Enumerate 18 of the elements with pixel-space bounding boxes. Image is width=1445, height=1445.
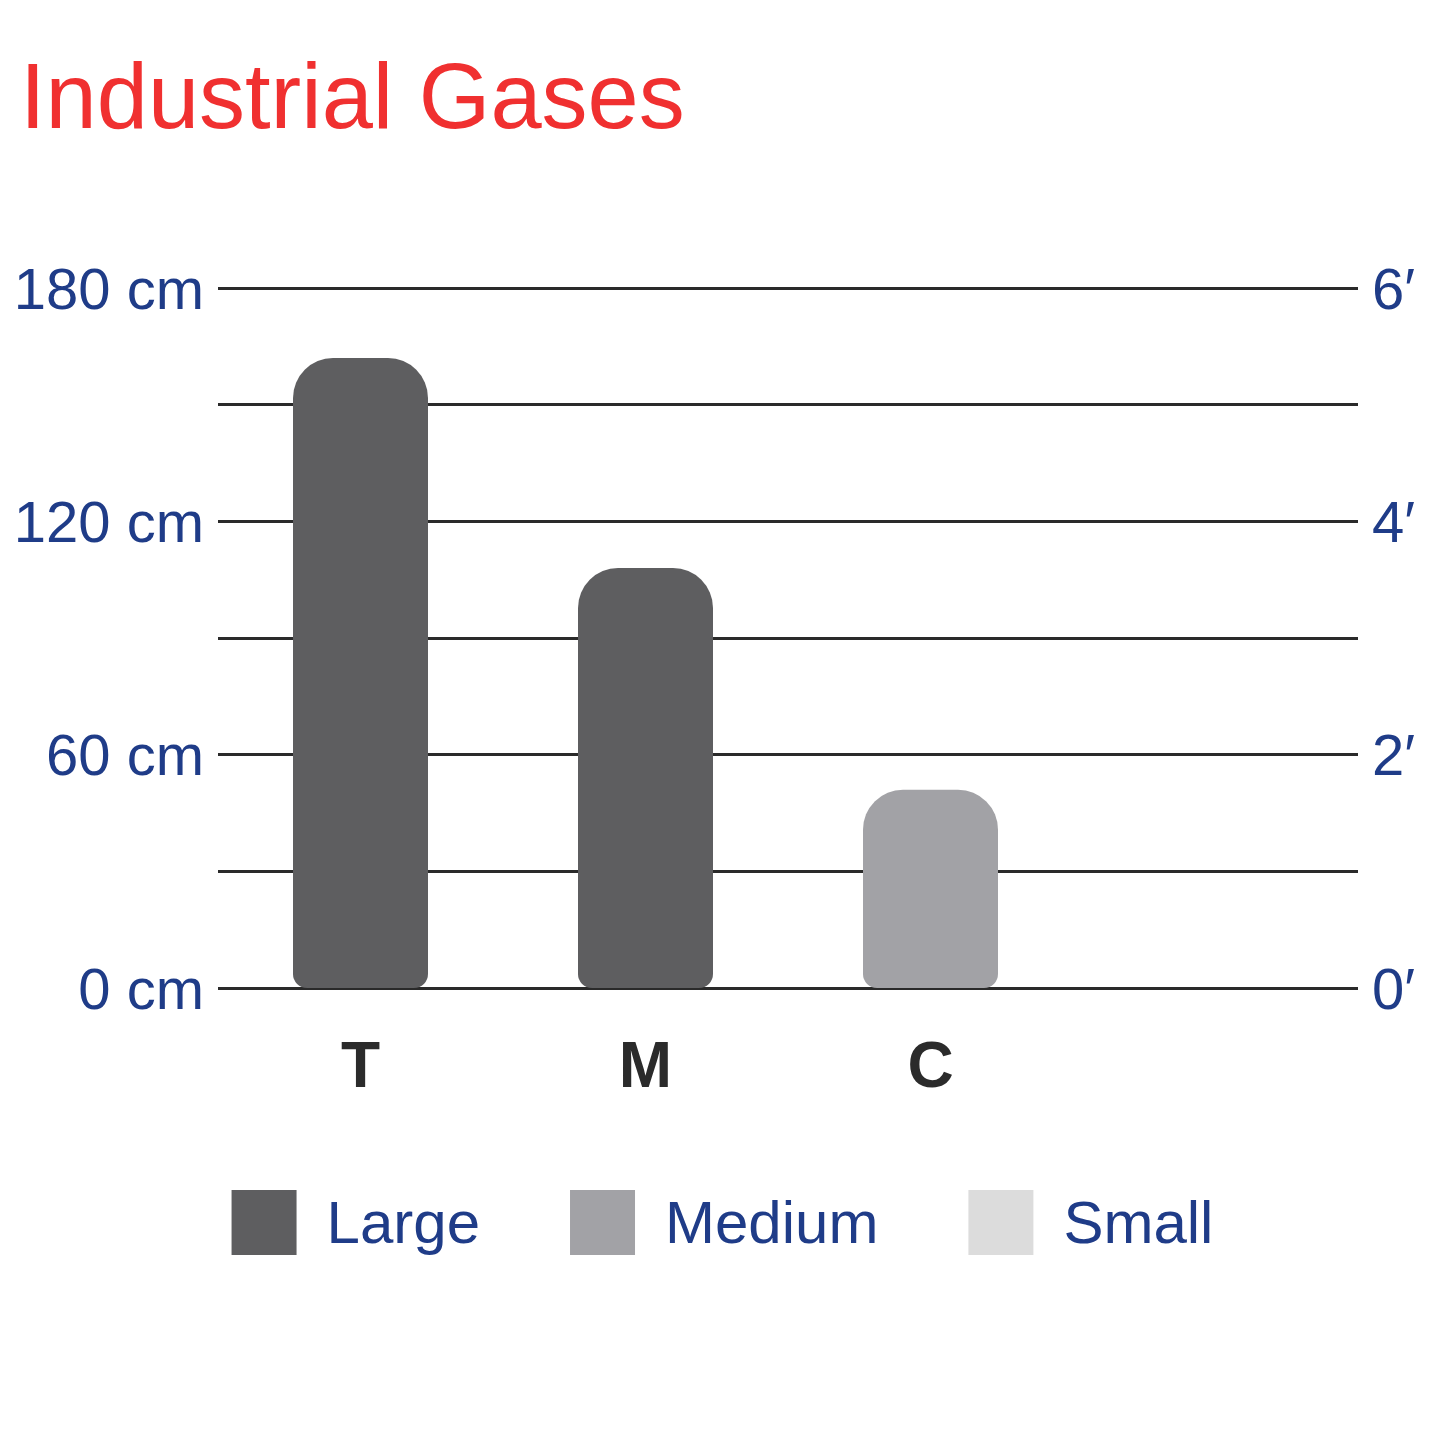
- y-tick-label: 0 cm: [78, 955, 204, 1021]
- y2-tick-label: 0′: [1372, 955, 1416, 1021]
- y2-tick-label: 4′: [1372, 488, 1416, 554]
- y2-tick-label: 6′: [1372, 255, 1416, 321]
- bar: [578, 568, 713, 988]
- y-tick-label: 60 cm: [46, 722, 204, 788]
- x-tick-label: C: [907, 1029, 954, 1101]
- x-tick-label: T: [340, 1029, 381, 1101]
- x-tick-label: M: [618, 1029, 673, 1101]
- y-tick-label: 120 cm: [13, 488, 204, 554]
- bar: [293, 358, 428, 988]
- legend-label: Small: [1063, 1189, 1214, 1256]
- legend-label: Large: [326, 1189, 481, 1256]
- y2-tick-label: 2′: [1372, 722, 1416, 788]
- bar: [863, 789, 998, 988]
- chart-title: Industrial Gases: [20, 45, 685, 147]
- y-tick-label: 180 cm: [13, 255, 204, 321]
- legend-label: Medium: [665, 1189, 879, 1256]
